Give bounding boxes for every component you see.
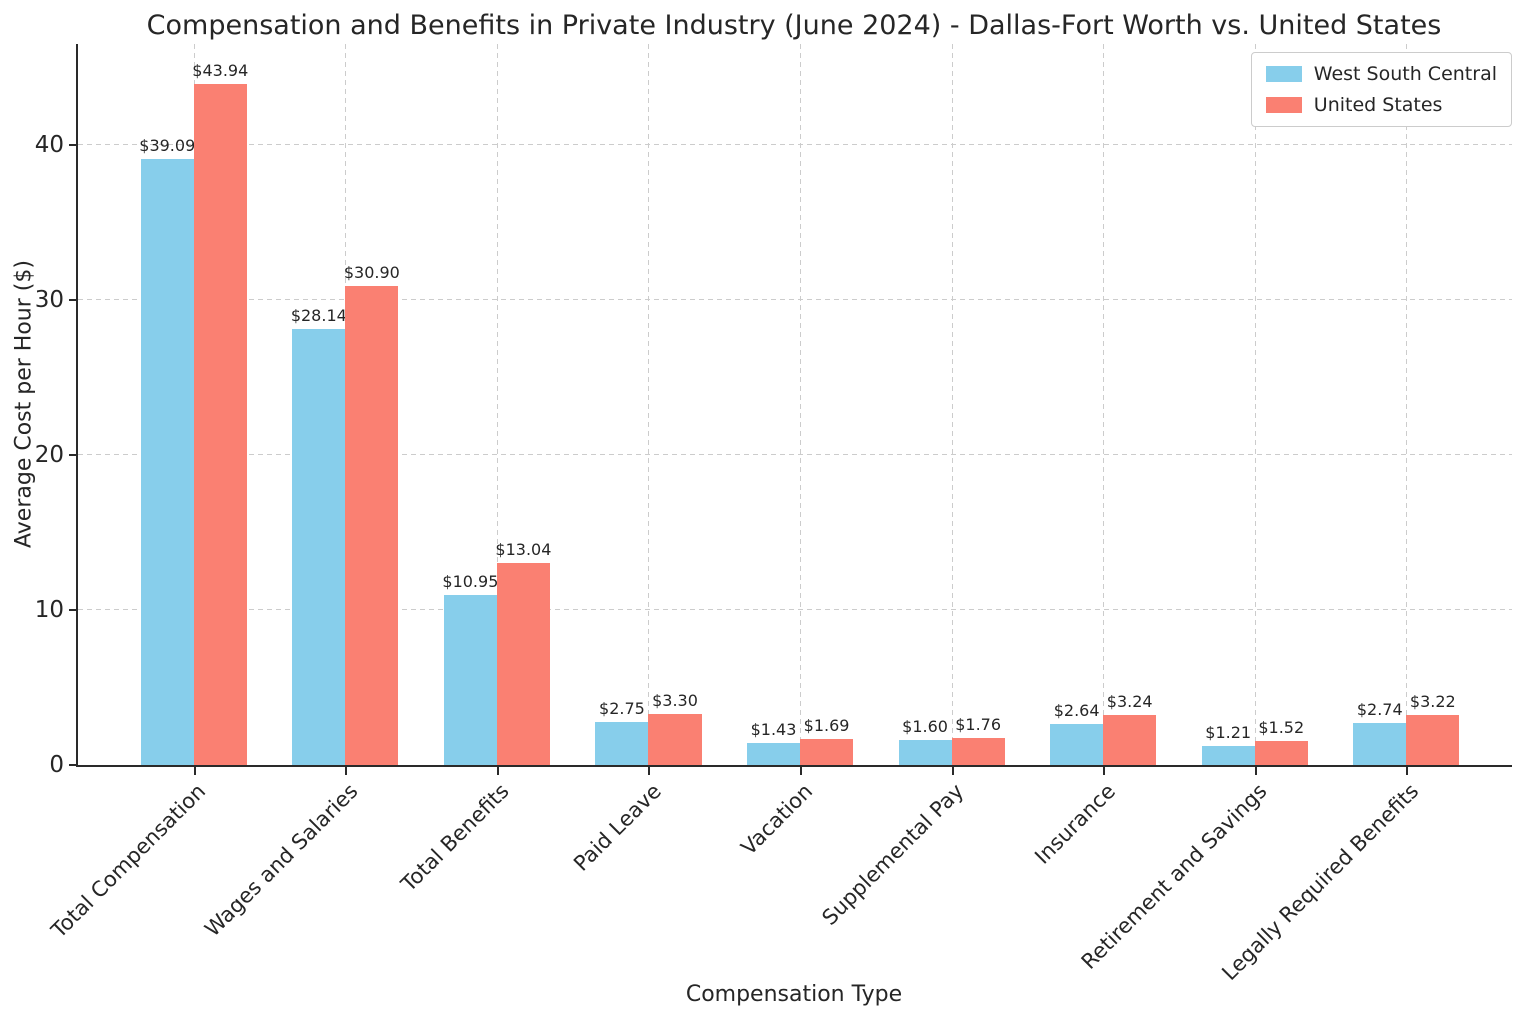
bar-united-states-paid-leave: $3.30 (648, 691, 702, 765)
x-gridline-supplemental-pay (951, 44, 953, 765)
x-tick-label-vacation: Vacation (736, 779, 818, 860)
category-group-vacation: Vacation $1.43 $1.69 (724, 44, 876, 860)
bar-west-south-central-vacation: $1.43 (746, 720, 801, 765)
bar-west-south-central-supplemental-pay: $1.60 (898, 717, 952, 765)
y-gridline-40 (78, 143, 1512, 145)
grid-layer: 0 10 20 30 40 (35, 44, 1512, 778)
legend-label-united-states: United States (1313, 94, 1443, 116)
bar-value-label-united-states-total-benefits: $13.04 (495, 539, 552, 559)
legend-swatch-west-south-central (1265, 66, 1302, 82)
bar-value-label-west-south-central-wages-and-salaries: $28.14 (290, 305, 347, 325)
category-group-paid-leave: Paid Leave $2.75 $3.30 (569, 44, 725, 876)
y-tick-mark-30 (69, 298, 76, 301)
y-tick-label-20: 20 (34, 441, 64, 468)
y-tick-mark-20 (69, 453, 76, 456)
y-tick-mark-40 (69, 143, 76, 146)
bar-united-states-vacation: $1.69 (800, 716, 854, 765)
x-axis-title: Compensation Type (685, 982, 903, 1007)
y-tick-mark-10 (69, 608, 76, 611)
bar-value-label-west-south-central-retirement-and-savings: $1.21 (1205, 723, 1252, 743)
bar-west-south-central-legally-required-benefits: $2.74 (1353, 700, 1407, 765)
category-group-total-compensation: Total Compensation $39.09 $43.94 (47, 44, 270, 943)
x-tick-mark-wages-and-salaries (345, 767, 348, 775)
x-tick-label-paid-leave: Paid Leave (568, 779, 666, 876)
x-tick-mark-vacation (800, 767, 803, 775)
y-tick-label-0: 0 (49, 752, 64, 778)
plot-area: 0 10 20 30 40 Total Compensation $39.09 $43.94… (35, 44, 1512, 985)
bar-value-label-west-south-central-insurance: $2.64 (1053, 701, 1100, 721)
category-group-wages-and-salaries: Wages and Salaries $28.14 $30.90 (200, 44, 422, 941)
bar-west-south-central-insurance: $2.64 (1050, 701, 1104, 765)
y-axis-title: Average Cost per Hour ($) (11, 260, 37, 548)
bar-value-label-west-south-central-total-benefits: $10.95 (442, 572, 499, 592)
bar-value-label-united-states-paid-leave: $3.30 (652, 690, 698, 710)
x-gridline-vacation (800, 44, 802, 765)
bar-united-states-supplemental-pay: $1.76 (951, 715, 1005, 765)
category-group-retirement-and-savings: Retirement and Savings $1.21 $1.52 (1077, 44, 1331, 974)
chart-title: Compensation and Benefits in Private Ind… (146, 10, 1442, 41)
x-gridline-insurance (1103, 44, 1105, 765)
x-tick-label-insurance: Insurance (1030, 779, 1121, 869)
legend-entry-west-south-central: West South Central (1265, 63, 1497, 85)
legend-swatch-united-states (1265, 97, 1302, 113)
x-tick-mark-supplemental-pay (951, 767, 954, 775)
bar-united-states-legally-required-benefits: $3.22 (1406, 692, 1460, 765)
bar-value-label-west-south-central-total-compensation: $39.09 (139, 135, 196, 155)
y-gridline-30 (78, 298, 1512, 300)
category-group-supplemental-pay: Supplemental Pay $1.60 $1.76 (818, 44, 1028, 930)
x-gridline-retirement-and-savings (1254, 44, 1256, 765)
bar-united-states-total-benefits: $13.04 (495, 540, 551, 765)
bar-value-label-united-states-supplemental-pay: $1.76 (955, 714, 1002, 734)
legend-entry-united-states: United States (1265, 94, 1497, 116)
legend: West South Central United States (1250, 52, 1512, 127)
y-gridline-10 (78, 608, 1512, 610)
bar-west-south-central-total-compensation: $39.09 (139, 136, 195, 765)
category-group-total-benefits: Total Benefits $10.95 $13.04 (397, 44, 573, 896)
bar-value-label-united-states-vacation: $1.69 (803, 715, 850, 735)
x-tick-label-total-compensation: Total Compensation (47, 779, 211, 943)
bar-value-label-united-states-total-compensation: $43.94 (192, 60, 249, 80)
bar-west-south-central-retirement-and-savings: $1.21 (1201, 723, 1255, 765)
legend-label-west-south-central: West South Central (1313, 63, 1497, 85)
x-tick-mark-legally-required-benefits (1406, 767, 1409, 775)
bar-value-label-united-states-insurance: $3.24 (1106, 691, 1153, 711)
bar-united-states-wages-and-salaries: $30.90 (344, 263, 400, 765)
x-tick-mark-retirement-and-savings (1254, 767, 1257, 775)
bar-groups: Total Compensation $39.09 $43.94 Wages and … (47, 44, 1512, 985)
y-tick-label-30: 30 (34, 286, 64, 313)
y-tick-mark-0 (69, 764, 76, 766)
y-tick-label-40: 40 (34, 131, 64, 158)
x-tick-label-wages-and-salaries: Wages and Salaries (199, 779, 363, 942)
bar-value-label-united-states-legally-required-benefits: $3.22 (1409, 692, 1456, 712)
x-tick-mark-paid-leave (648, 767, 651, 775)
y-tick-label-10: 10 (34, 596, 64, 623)
x-tick-label-supplemental-pay: Supplemental Pay (817, 779, 969, 930)
bar-united-states-total-compensation: $43.94 (192, 61, 248, 765)
x-tick-mark-total-compensation (193, 767, 196, 775)
bar-west-south-central-paid-leave: $2.75 (595, 699, 649, 765)
category-group-insurance: Insurance $2.64 $3.24 (1027, 44, 1179, 869)
x-tick-mark-total-benefits (496, 767, 499, 775)
bar-west-south-central-wages-and-salaries: $28.14 (291, 306, 347, 765)
bar-value-label-west-south-central-vacation: $1.43 (750, 719, 797, 739)
x-gridline-legally-required-benefits (1406, 44, 1408, 765)
bar-value-label-west-south-central-paid-leave: $2.75 (599, 699, 645, 719)
x-gridline-paid-leave (648, 44, 650, 765)
bar-west-south-central-total-benefits: $10.95 (442, 572, 498, 765)
bar-united-states-insurance: $3.24 (1103, 692, 1157, 765)
bar-value-label-united-states-wages-and-salaries: $30.90 (343, 262, 400, 282)
category-group-legally-required-benefits: Legally Required Benefits $2.74 $3.22 (1217, 44, 1483, 985)
bar-united-states-retirement-and-savings: $1.52 (1254, 718, 1308, 765)
bar-value-label-west-south-central-legally-required-benefits: $2.74 (1356, 699, 1403, 719)
bar-value-label-united-states-retirement-and-savings: $1.52 (1258, 718, 1305, 738)
bar-value-label-west-south-central-supplemental-pay: $1.60 (902, 717, 948, 737)
y-gridline-20 (78, 453, 1512, 455)
x-tick-label-total-benefits: Total Benefits (396, 779, 514, 897)
x-gridline-total-benefits (496, 44, 498, 765)
x-tick-mark-insurance (1103, 767, 1106, 775)
